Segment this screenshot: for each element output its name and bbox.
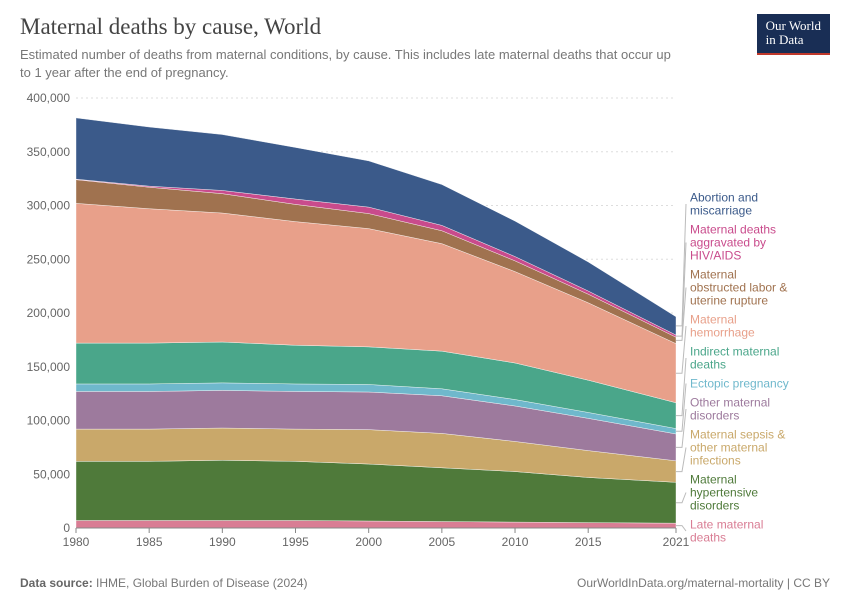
legend-label-abortion: Abortion and [690, 191, 758, 205]
chart-footer: Data source: IHME, Global Burden of Dise… [20, 576, 830, 590]
legend-label-obstructed: obstructed labor & [690, 281, 787, 295]
legend-label-hemorrhage: hemorrhage [690, 326, 755, 340]
attribution: OurWorldInData.org/maternal-mortality | … [577, 576, 830, 590]
legend-connector [676, 409, 686, 447]
legend-label-obstructed: Maternal [690, 268, 737, 282]
x-tick-label: 2015 [575, 535, 602, 549]
x-tick-label: 2010 [502, 535, 529, 549]
legend-label-late: deaths [690, 531, 726, 545]
legend-label-sepsis: infections [690, 454, 741, 468]
chart-header: Maternal deaths by cause, World Estimate… [0, 0, 850, 81]
legend-label-other: disorders [690, 409, 739, 423]
legend-label-sepsis: other maternal [690, 441, 767, 455]
source-label: Data source: [20, 576, 93, 590]
legend-label-hemorrhage: Maternal [690, 313, 737, 327]
stacked-area-chart: 0 50,000 100,000 150,000 200,000 250,000 300,0… [20, 90, 830, 560]
x-tick-label: 1995 [282, 535, 309, 549]
legend-label-late: Late maternal [690, 518, 763, 532]
legend-label-indirect: deaths [690, 358, 726, 372]
x-tick-label: 2021 [663, 535, 690, 549]
y-tick-label: 350,000 [27, 145, 71, 159]
logo-line2: in Data [766, 32, 804, 47]
source-value: IHME, Global Burden of Disease (2024) [96, 576, 307, 590]
x-tick-label: 2000 [355, 535, 382, 549]
data-source: Data source: IHME, Global Burden of Dise… [20, 576, 307, 590]
legend-label-ectopic: Ectopic pregnancy [690, 377, 789, 391]
legend-label-sepsis: Maternal sepsis & [690, 428, 785, 442]
legend-label-hypertensive: disorders [690, 499, 739, 513]
y-tick-label: 400,000 [27, 91, 71, 105]
legend-label-other: Other maternal [690, 396, 770, 410]
legend-label-hiv: aggravated by [690, 236, 766, 250]
legend-connector [676, 493, 686, 503]
x-tick-label: 1990 [209, 535, 236, 549]
chart-title: Maternal deaths by cause, World [20, 14, 830, 40]
x-tick-label: 2005 [429, 535, 456, 549]
legend-label-abortion: miscarriage [690, 204, 752, 218]
y-tick-label: 200,000 [27, 306, 71, 320]
legend-label-hiv: Maternal deaths [690, 223, 776, 237]
y-tick-label: 150,000 [27, 360, 71, 374]
y-tick-label: 50,000 [33, 467, 70, 481]
y-tick-label: 100,000 [27, 414, 71, 428]
y-tick-label: 250,000 [27, 252, 71, 266]
legend-label-obstructed: uterine rupture [690, 294, 768, 308]
legend-label-hypertensive: Maternal [690, 473, 737, 487]
legend-label-hiv: HIV/AIDS [690, 249, 741, 263]
legend-label-hypertensive: hypertensive [690, 486, 758, 500]
chart-subtitle: Estimated number of deaths from maternal… [20, 46, 680, 81]
x-tick-label: 1985 [136, 535, 163, 549]
legend-connector [676, 326, 686, 373]
x-tick-label: 1980 [63, 535, 90, 549]
y-tick-label: 300,000 [27, 199, 71, 213]
legend-connector [676, 288, 686, 341]
owid-logo: Our World in Data [757, 14, 830, 55]
legend-connector [676, 448, 686, 472]
chart-area: 0 50,000 100,000 150,000 200,000 250,000 300,0… [20, 90, 830, 564]
y-tick-label: 0 [63, 521, 70, 535]
logo-line1: Our World [766, 18, 821, 33]
legend-label-indirect: Indirect maternal [690, 345, 779, 359]
legend-connector [676, 526, 686, 531]
